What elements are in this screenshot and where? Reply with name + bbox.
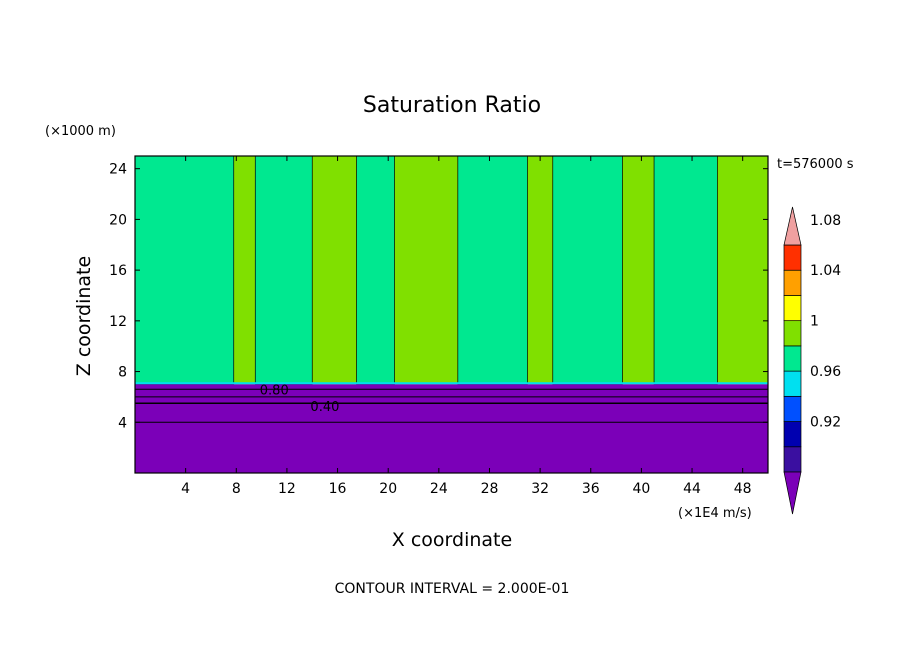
colorbar-segment-0 [783, 446, 802, 473]
column-region-5 [653, 155, 718, 385]
x-tick-label: 24 [430, 481, 448, 497]
contour-label-1: 0.40 [310, 400, 339, 415]
plot-frame [134, 155, 769, 474]
colorbar-label: 0.96 [810, 364, 841, 380]
x-tick-label: 12 [278, 481, 296, 497]
colorbar: 0.92 0.96 1 1.04 1.08 [783, 206, 841, 515]
x-tick-label: 40 [632, 481, 650, 497]
colorbar-segment-8 [783, 244, 802, 271]
colorbar-segment-7 [783, 269, 802, 296]
colorbar-label: 1.08 [810, 213, 841, 229]
time-label: t=576000 s [777, 157, 854, 172]
colorbar-bottom-arrow [783, 471, 802, 515]
contour-label-0: 0.80 [260, 383, 289, 398]
x-tick-label: 32 [531, 481, 549, 497]
y-axis-label: Z coordinate [73, 256, 95, 376]
colorbar-label: 1.04 [810, 263, 841, 279]
y-tick-label: 8 [118, 365, 127, 381]
x-tick-label: 20 [379, 481, 397, 497]
x-tick-label: 36 [582, 481, 600, 497]
y-tick-label: 16 [109, 263, 127, 279]
x-tick-label: 28 [481, 481, 499, 497]
y-tick-label: 12 [109, 314, 127, 330]
colorbar-segment-5 [783, 320, 802, 347]
colorbar-segment-4 [783, 345, 802, 372]
footer-label: CONTOUR INTERVAL = 2.000E-01 [335, 581, 570, 597]
colorbar-label: 0.92 [810, 415, 841, 431]
x-axis-label: X coordinate [392, 529, 512, 551]
x-unit-label: (×1E4 m/s) [678, 506, 752, 521]
column-region-2 [356, 155, 395, 385]
colorbar-label: 1 [810, 314, 819, 330]
x-tick-label: 48 [734, 481, 752, 497]
colorbar-segment-1 [783, 421, 802, 448]
column-region-0 [134, 155, 235, 385]
lower-region [135, 384, 768, 473]
y-tick-label: 20 [109, 212, 127, 228]
x-tick-label: 16 [329, 481, 347, 497]
x-tick-label: 8 [232, 481, 241, 497]
column-region-4 [552, 155, 623, 385]
interface-strip [135, 382, 768, 385]
chart-title: Saturation Ratio [363, 93, 541, 118]
column-region-3 [457, 155, 528, 385]
y-tick-label: 4 [118, 415, 127, 431]
x-tick-label: 44 [683, 481, 701, 497]
y-unit-label: (×1000 m) [45, 124, 116, 139]
y-tick-label: 24 [109, 162, 127, 178]
colorbar-segment-2 [783, 395, 802, 422]
colorbar-top-arrow [783, 206, 802, 246]
column-region-1 [254, 155, 313, 385]
colorbar-segment-6 [783, 295, 802, 322]
colorbar-segment-3 [783, 370, 802, 397]
x-tick-label: 4 [181, 481, 190, 497]
